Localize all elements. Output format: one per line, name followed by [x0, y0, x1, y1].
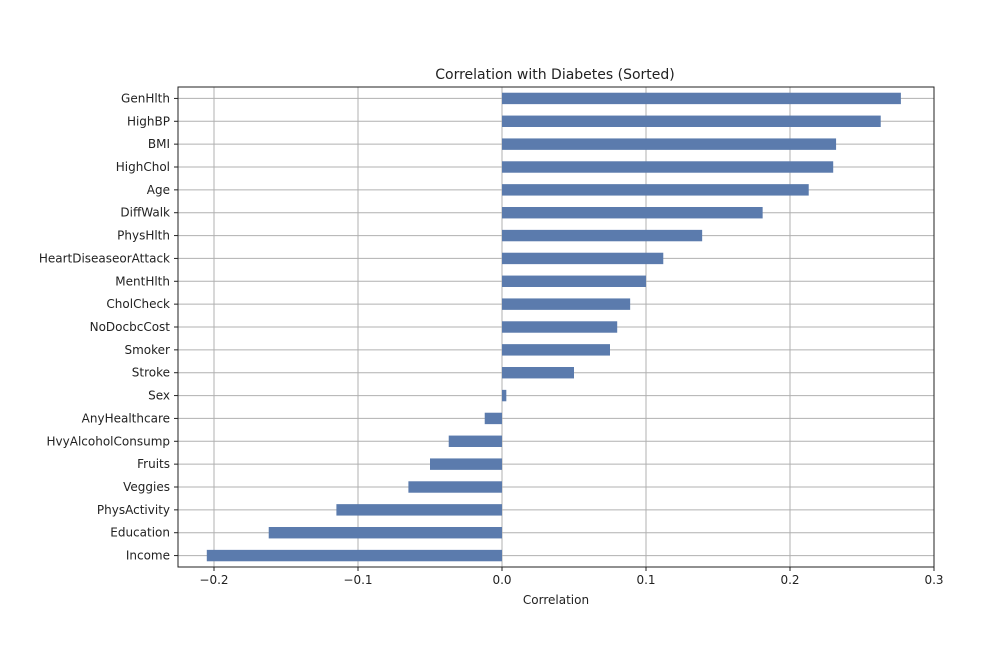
y-tick-label: Income: [126, 549, 170, 563]
x-axis-label: Correlation: [523, 593, 589, 607]
y-tick-label: Sex: [148, 389, 170, 403]
bar-income: [206, 549, 503, 562]
y-tick-label: HighBP: [127, 114, 170, 128]
bar-smoker: [502, 344, 610, 356]
y-axis-ticks: GenHlth HighBP BMI HighChol Age DiffWalk PhysH…: [39, 91, 178, 563]
bar-highbp: [502, 115, 881, 127]
y-tick-label: HeartDiseaseorAttack: [39, 251, 170, 265]
bar-cholcheck: [502, 298, 631, 310]
bars: [206, 92, 901, 562]
bar-age: [502, 184, 809, 196]
x-axis-ticks: −0.2 −0.1 0.0 0.1 0.2 0.3: [199, 567, 944, 587]
x-tick-label: 0.0: [492, 573, 511, 587]
y-tick-label: BMI: [148, 137, 170, 151]
bar-fruits: [430, 458, 502, 470]
y-tick-label: PhysHlth: [117, 229, 170, 243]
y-tick-label: GenHlth: [121, 91, 170, 105]
bar-nodocbccost: [502, 321, 618, 333]
bar-menthlth: [502, 275, 646, 287]
bar-diffwalk: [502, 207, 763, 219]
chart-title: Correlation with Diabetes (Sorted): [435, 67, 675, 83]
y-tick-label: MentHlth: [115, 274, 170, 288]
y-tick-label: HighChol: [116, 160, 170, 174]
y-tick-label: Veggies: [123, 480, 170, 494]
bar-sex: [502, 389, 507, 402]
bar-genhlth: [502, 92, 901, 105]
y-tick-label: HvyAlcoholConsump: [47, 434, 170, 448]
bar-physhlth: [502, 229, 703, 242]
x-tick-label: −0.1: [343, 573, 372, 587]
bar-bmi: [502, 138, 837, 150]
bar-anyhealthcare: [484, 412, 502, 425]
y-tick-label: DiffWalk: [120, 206, 170, 220]
bar-physactivity: [336, 504, 502, 516]
y-tick-label: PhysActivity: [97, 503, 170, 517]
y-tick-label: Fruits: [137, 457, 170, 471]
bar-highchol: [502, 161, 834, 173]
bar-heartdiseaseorattack: [502, 252, 664, 265]
x-tick-label: 0.1: [636, 573, 655, 587]
y-tick-label: Education: [110, 526, 170, 540]
bar-hvyalcoholconsump: [448, 435, 502, 447]
y-tick-label: CholCheck: [106, 297, 170, 311]
y-tick-label: Stroke: [132, 366, 170, 380]
x-tick-label: −0.2: [199, 573, 228, 587]
bar-veggies: [408, 481, 502, 493]
y-tick-label: NoDocbcCost: [90, 320, 171, 334]
x-tick-label: 0.2: [780, 573, 799, 587]
bar-education: [268, 527, 502, 539]
y-tick-label: AnyHealthcare: [82, 411, 170, 425]
y-tick-label: Age: [147, 183, 170, 197]
y-tick-label: Smoker: [125, 343, 171, 357]
bar-stroke: [502, 367, 574, 379]
x-tick-label: 0.3: [924, 573, 943, 587]
